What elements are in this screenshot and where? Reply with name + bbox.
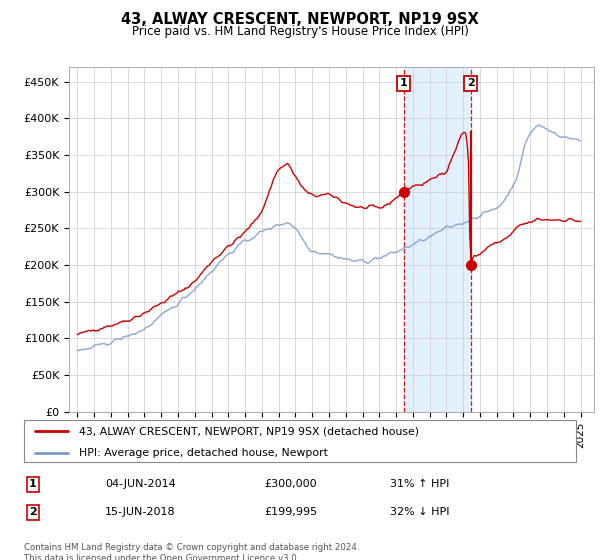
FancyBboxPatch shape: [24, 420, 576, 462]
Text: £300,000: £300,000: [264, 479, 317, 489]
Text: £199,995: £199,995: [264, 507, 317, 517]
Text: 43, ALWAY CRESCENT, NEWPORT, NP19 9SX: 43, ALWAY CRESCENT, NEWPORT, NP19 9SX: [121, 12, 479, 27]
Text: HPI: Average price, detached house, Newport: HPI: Average price, detached house, Newp…: [79, 448, 328, 458]
Text: 1: 1: [29, 479, 37, 489]
Text: 15-JUN-2018: 15-JUN-2018: [105, 507, 176, 517]
Text: Price paid vs. HM Land Registry's House Price Index (HPI): Price paid vs. HM Land Registry's House …: [131, 25, 469, 38]
Text: Contains HM Land Registry data © Crown copyright and database right 2024.
This d: Contains HM Land Registry data © Crown c…: [24, 543, 359, 560]
Text: 43, ALWAY CRESCENT, NEWPORT, NP19 9SX (detached house): 43, ALWAY CRESCENT, NEWPORT, NP19 9SX (d…: [79, 426, 419, 436]
Text: 1: 1: [400, 78, 407, 88]
Bar: [404, 67, 471, 412]
Text: 2: 2: [467, 78, 475, 88]
Text: 04-JUN-2014: 04-JUN-2014: [105, 479, 176, 489]
Text: 32% ↓ HPI: 32% ↓ HPI: [390, 507, 449, 517]
Text: 2: 2: [29, 507, 37, 517]
Text: 31% ↑ HPI: 31% ↑ HPI: [390, 479, 449, 489]
